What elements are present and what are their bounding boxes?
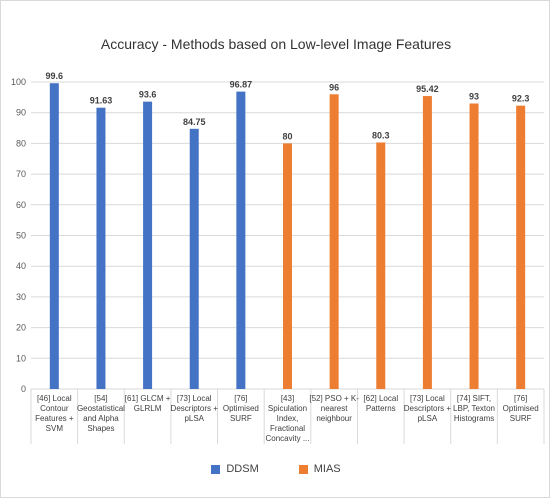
- bar-mias: [516, 105, 526, 389]
- y-tick-label: 10: [16, 353, 26, 363]
- y-tick-label: 0: [21, 384, 26, 394]
- x-tick-label: Features +: [35, 414, 74, 423]
- x-tick-label: nearest: [321, 404, 348, 413]
- x-tick-label: Descriptors +: [171, 404, 219, 413]
- x-tick-label: [73] Local: [410, 394, 445, 403]
- x-tick-label: GLRLM: [134, 404, 162, 413]
- legend-swatch-ddsm: [211, 464, 221, 474]
- x-tick-label: [76]: [514, 394, 527, 403]
- x-tick-label: [52] PSO + K-: [309, 394, 359, 403]
- y-tick-label: 30: [16, 292, 26, 302]
- x-tick-label: SVM: [46, 424, 64, 433]
- x-tick-label: LBP, Texton: [453, 404, 495, 413]
- x-tick-label: Geostatistical: [77, 404, 125, 413]
- x-tick-label: [76]: [234, 394, 247, 403]
- y-tick-label: 50: [16, 231, 26, 241]
- x-tick-label: [73] Local: [177, 394, 212, 403]
- y-tick-label: 80: [16, 138, 26, 148]
- x-tick-label: [62] Local: [363, 394, 398, 403]
- data-label: 84.75: [183, 117, 206, 127]
- legend-swatch-mias: [298, 464, 308, 474]
- x-tick-label: [46] Local: [37, 394, 72, 403]
- x-tick-label: Histograms: [454, 414, 494, 423]
- x-tick-label: pLSA: [184, 414, 204, 423]
- data-label: 92.3: [512, 94, 530, 104]
- bar-ddsm: [236, 91, 246, 389]
- x-tick-label: Fractional: [270, 424, 305, 433]
- data-label: 96.87: [230, 80, 253, 90]
- data-label: 99.6: [46, 71, 64, 81]
- data-label: 95.42: [416, 84, 439, 94]
- bar-mias: [283, 143, 292, 389]
- x-tick-label: Concavity ...: [265, 434, 309, 443]
- legend: DDSM MIAS: [1, 463, 550, 475]
- data-label: 93.6: [139, 90, 157, 100]
- x-tick-label: Optimised: [223, 404, 259, 413]
- legend-label-ddsm: DDSM: [226, 463, 259, 475]
- data-label: 80.3: [372, 130, 390, 140]
- x-tick-label: SURF: [230, 414, 252, 423]
- legend-label-mias: MIAS: [313, 463, 341, 475]
- x-tick-label: Contour: [40, 404, 69, 413]
- data-label: 80: [282, 131, 292, 141]
- bar-ddsm: [189, 128, 199, 389]
- y-tick-label: 40: [16, 261, 26, 271]
- x-tick-label: Optimised: [503, 404, 539, 413]
- y-tick-label: 100: [11, 77, 26, 87]
- data-label: 93: [469, 91, 479, 101]
- bar-mias: [376, 142, 386, 389]
- legend-item-mias: MIAS: [298, 463, 341, 475]
- y-tick-label: 20: [16, 323, 26, 333]
- y-tick-label: 60: [16, 200, 26, 210]
- x-tick-label: Spiculation: [268, 404, 307, 413]
- x-tick-label: neighbour: [316, 414, 352, 423]
- bar-ddsm: [96, 107, 106, 390]
- y-tick-label: 70: [16, 169, 26, 179]
- chart-title: Accuracy - Methods based on Low-level Im…: [100, 36, 452, 52]
- data-label: 91.63: [90, 96, 113, 106]
- x-tick-label: SURF: [510, 414, 532, 423]
- legend-item-ddsm: DDSM: [211, 463, 259, 475]
- x-tick-label: pLSA: [418, 414, 438, 423]
- x-tick-label: [74] SIFT,: [457, 394, 491, 403]
- x-tick-label: Index,: [277, 414, 299, 423]
- x-tick-label: [43]: [281, 394, 294, 403]
- y-tick-label: 90: [16, 108, 26, 118]
- x-tick-label: [54]: [94, 394, 107, 403]
- x-tick-label: [61] GLCM +: [125, 394, 171, 403]
- data-label: 96: [329, 82, 339, 92]
- x-tick-label: Patterns: [366, 404, 396, 413]
- bar-ddsm: [49, 83, 59, 389]
- bar-ddsm: [143, 101, 153, 389]
- bar-mias: [469, 103, 479, 390]
- bar-mias: [422, 96, 432, 389]
- bar-mias: [329, 94, 339, 389]
- x-tick-label: and Alpha: [83, 414, 119, 423]
- x-tick-label: Descriptors +: [404, 404, 452, 413]
- x-tick-label: Shapes: [87, 424, 114, 433]
